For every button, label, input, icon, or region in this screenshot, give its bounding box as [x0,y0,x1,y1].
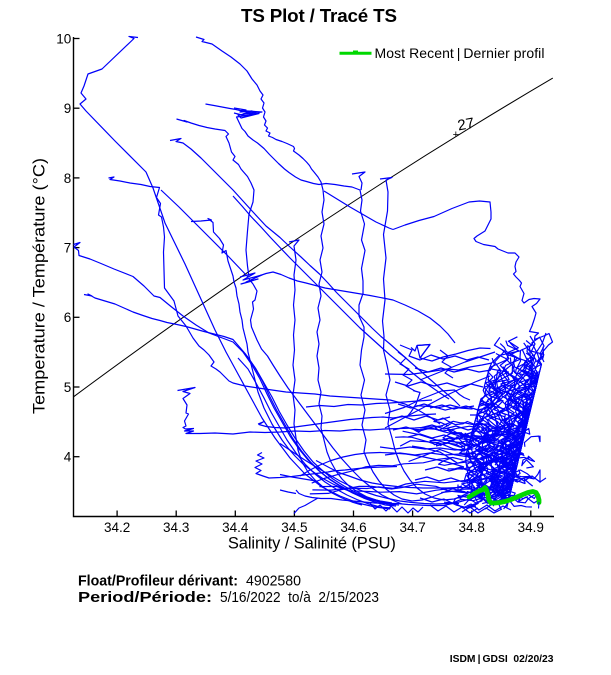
svg-text:9: 9 [64,101,72,116]
svg-text:7: 7 [64,241,72,256]
svg-text:5: 5 [64,380,72,395]
svg-text:34.6: 34.6 [340,520,366,535]
svg-text:34.4: 34.4 [222,520,249,535]
svg-text:34.7: 34.7 [399,520,425,535]
svg-text:+: + [453,129,459,141]
svg-text:4902580: 4902580 [246,573,301,590]
svg-text:Salinity / Salinité (PSU): Salinity / Salinité (PSU) [228,535,396,553]
svg-text:5/16/2022 to/à 2/15/2023: 5/16/2022 to/à 2/15/2023 [220,589,379,606]
svg-text:6: 6 [64,310,72,325]
svg-text:34.2: 34.2 [104,520,130,535]
svg-text:34.8: 34.8 [459,520,485,535]
svg-text:8: 8 [64,171,72,186]
svg-text:4: 4 [64,450,72,465]
svg-text:Temperature / Température (°C): Temperature / Température (°C) [31,158,49,414]
svg-text:TS Plot / Tracé TS: TS Plot / Tracé TS [241,5,397,26]
svg-text:Most Recent | Dernier profil: Most Recent | Dernier profil [375,45,545,61]
svg-text:10: 10 [56,31,71,46]
svg-text:27: 27 [456,115,475,135]
svg-text:34.9: 34.9 [518,520,544,535]
svg-text:34.3: 34.3 [163,520,189,535]
svg-text:Period/Période:: Period/Période: [78,589,212,606]
svg-text:Float/Profileur dérivant:: Float/Profileur dérivant: [78,573,238,590]
svg-text:34.5: 34.5 [281,520,307,535]
svg-text:ISDM | GDSI 02/20/23: ISDM | GDSI 02/20/23 [450,654,554,665]
